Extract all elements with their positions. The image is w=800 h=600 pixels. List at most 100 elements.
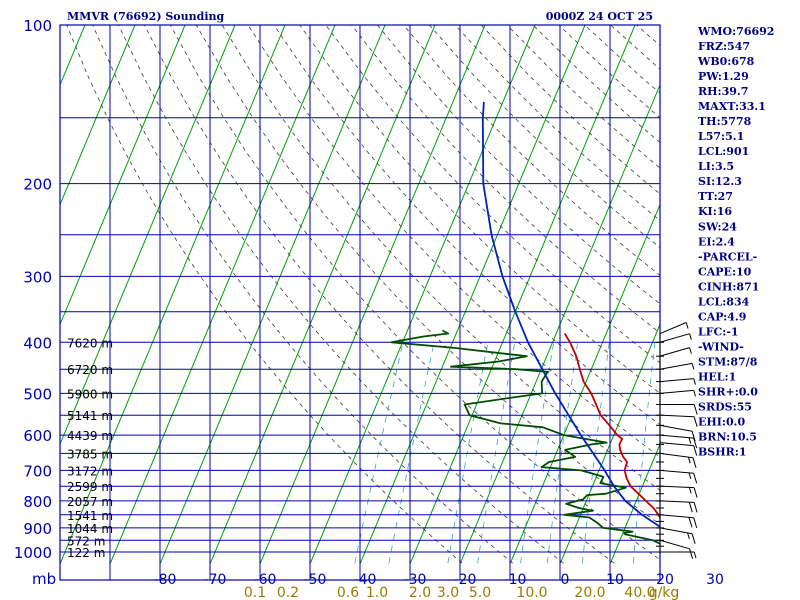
dry-adiabat-line [66,25,463,564]
parcel-line [481,101,660,528]
wind-barb-shaft [659,424,693,432]
isotherm-line [309,25,536,564]
wind-barb-feather [688,502,693,513]
index-item: LCL:901 [698,145,749,158]
pressure-tick-label: 800 [23,493,52,511]
mixing-ratio-label: 40.0 [624,585,655,600]
wind-barb [659,322,689,334]
mixing-ratio-line [477,342,516,564]
wind-barb-feather [693,487,698,498]
wind-barb-shaft [659,500,695,503]
temperature-tick-label: 10 [606,572,624,588]
mixing-ratio-line [582,342,610,564]
wind-barb-shaft [659,527,693,535]
mixing-ratio-label: 3.0 [437,585,459,600]
index-item: CAP:4.9 [698,310,746,323]
height-label: 7620 m [67,336,113,350]
index-item: RH:39.7 [698,85,748,98]
mixing-ratio-label: 10.0 [516,585,547,600]
wind-barb-feather [693,390,696,397]
wind-barb-feather [687,457,691,464]
wind-barb-feather [688,487,692,494]
mixing-ratio-label: 20.0 [574,585,605,600]
wind-barb [659,378,696,385]
isotherm-line [259,25,486,564]
pressure-unit-label: mb [32,570,56,588]
dry-adiabat-line [325,25,660,364]
wind-barb-feather [685,322,689,329]
pressure-tick-label: 500 [23,385,52,403]
background-lines [60,25,660,564]
wind-barb-feather [693,473,698,484]
index-item: WMO:76692 [697,25,774,38]
isotherm-line [509,203,660,564]
wind-barb [659,539,694,559]
wind-barb-shaft [659,485,695,489]
wind-barb-shaft [659,333,690,343]
pressure-tick-label: 900 [23,520,52,538]
temperature-tick-label: -30 [404,572,427,588]
wind-barb-feather [689,548,694,559]
isotherm-line [609,442,660,564]
wind-barb-feather [689,347,692,354]
wind-barb-feather [687,532,690,540]
wind-barb-feather [693,517,698,528]
wind-barb [659,442,698,456]
index-item: CAPE:10 [698,265,752,278]
index-item: PW:1.29 [698,70,749,83]
pressure-tick-label: 200 [23,176,52,194]
wind-barb [659,333,692,343]
temperature-tick-label: -20 [454,572,477,588]
wind-barb-shaft [659,362,693,370]
isotherm-line [559,323,660,564]
mixing-ratio-line [633,342,656,564]
height-label: 122 m [67,546,105,560]
temperature-tick-label: -80 [154,572,177,588]
index-item: EI:2.4 [698,235,735,248]
wind-barb-feather [688,517,693,528]
index-item: BSHR:1 [698,446,747,459]
index-item: STM:87/8 [698,355,758,368]
wind-barb-feather [693,502,698,513]
pressure-tick-label: 400 [23,334,52,352]
index-item: LI:3.5 [698,160,734,173]
wind-barb-feather [689,333,692,340]
wind-barb-shaft [659,469,694,474]
wind-barb [660,551,697,559]
index-item: LFC:-1 [698,325,739,338]
wind-barb-feather [691,363,695,370]
wind-barb-feather [692,457,697,468]
wind-barb-shaft [659,389,694,394]
height-label: 4439 m [67,429,113,443]
index-item: BRN:10.5 [698,431,757,444]
wind-barb [659,389,696,397]
isotherm-line [359,25,586,564]
wind-barb-shaft [659,539,690,550]
pressure-tick-label: 300 [23,268,52,286]
index-item: LCL:834 [698,295,750,308]
wind-barb-feather [693,445,698,456]
temperature-line [563,333,660,520]
wind-barb-shaft [659,378,694,383]
dry-adiabat-line [351,25,660,334]
dry-adiabat-line [195,25,660,525]
isotherm-line [209,25,436,564]
dewpoint-line [390,329,660,545]
dry-adiabat-line [247,25,660,458]
temperature-tick-label: 20 [656,572,674,588]
sounding-series [390,101,660,545]
wind-barb-feather [693,551,697,559]
index-list: WMO:76692 FRZ:547 WB0:678 PW:1.29 RH:39.7 MAX… [697,25,774,459]
isotherm-line [109,25,336,564]
isotherm-line [60,25,186,326]
plot-frame [59,24,661,581]
wind-barb-feather [691,431,696,442]
wind-barb [659,404,698,415]
wind-barb-feather [691,533,696,544]
height-label: 5141 m [67,409,113,423]
pressure-tick-label: 600 [23,427,52,445]
temperature-tick-label: -50 [304,572,327,588]
wind-barb-shaft [659,347,690,357]
wind-barb [659,424,696,442]
